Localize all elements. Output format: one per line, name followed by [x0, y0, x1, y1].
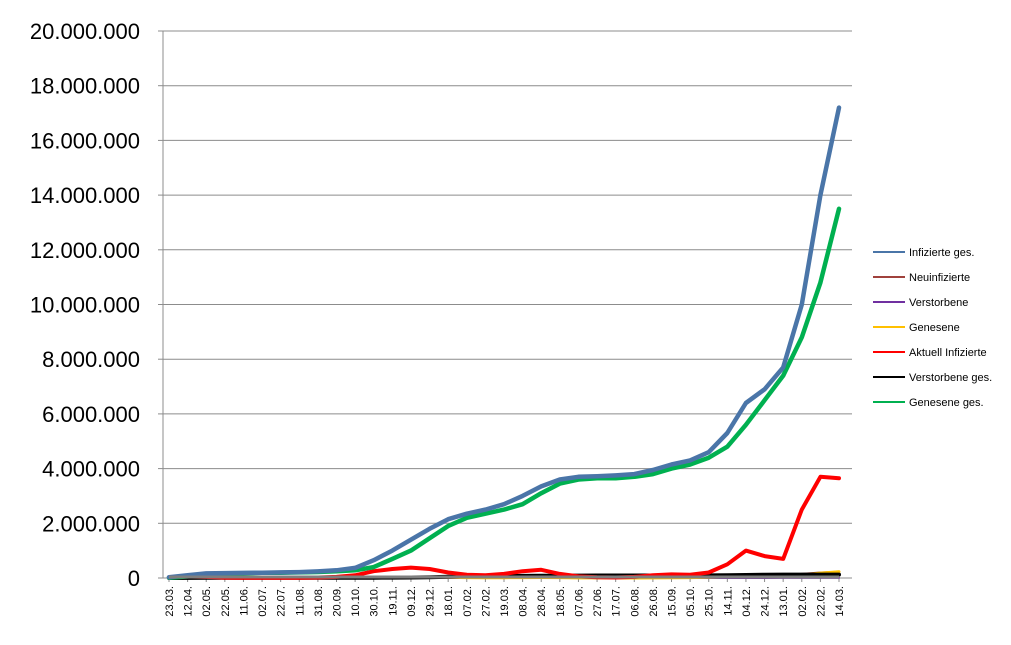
y-tick-label: 4.000.000	[42, 457, 140, 482]
series-line	[166, 105, 842, 580]
legend-label: Infizierte ges.	[909, 247, 974, 259]
x-tick-label: 29.12.	[425, 586, 437, 617]
series	[166, 105, 842, 580]
x-tick-label: 18.01.	[443, 586, 455, 617]
x-tick-label: 02.05.	[201, 586, 213, 617]
x-tick-label: 20.09.	[332, 586, 344, 617]
x-tick-label: 27.06.	[592, 586, 604, 617]
legend-label: Genesene ges.	[909, 397, 984, 409]
legend-label: Verstorbene ges.	[909, 372, 992, 384]
x-tick-label: 06.08.	[629, 586, 641, 617]
x-tick-label: 09.12.	[406, 586, 418, 617]
x-tick-label: 27.02.	[480, 586, 492, 617]
x-tick-label: 14.11.	[722, 586, 734, 616]
x-tick-label: 28.04.	[536, 586, 548, 617]
x-tick-label: 22.02.	[815, 586, 827, 617]
y-tick-label: 8.000.000	[42, 347, 140, 372]
x-tick-label: 12.04.	[183, 586, 195, 617]
y-tick-label: 16.000.000	[30, 128, 140, 153]
x-tick-label: 02.02.	[797, 586, 809, 617]
x-tick-label: 23.03.	[164, 586, 176, 617]
x-tick-label: 07.02.	[462, 586, 474, 617]
x-tick-label: 18.05.	[555, 586, 567, 617]
legend-label: Neuinfizierte	[909, 272, 970, 284]
y-tick-label: 14.000.000	[30, 183, 140, 208]
y-tick-label: 2.000.000	[42, 511, 140, 536]
y-tick-label: 0	[128, 566, 140, 591]
x-tick-label: 04.12.	[741, 586, 753, 617]
x-tick-label: 11.08.	[294, 586, 306, 616]
x-tick-label: 13.01.	[778, 586, 790, 617]
y-tick-label: 6.000.000	[42, 402, 140, 427]
legend-label: Verstorbene	[909, 297, 968, 309]
x-tick-label: 19.11.	[387, 586, 399, 616]
axes: 0 2.000.000 4.000.000 6.000.000 8.000.000 10.…	[30, 19, 852, 617]
x-tick-label: 31.08.	[313, 586, 325, 617]
x-tick-label: 22.05.	[220, 586, 232, 617]
x-tick-label: 24.12.	[760, 586, 772, 617]
x-tick-label: 22.07.	[276, 586, 288, 617]
y-tick-label: 12.000.000	[30, 238, 140, 263]
legend: Infizierte ges. Neuinfizierte Verstorbene G…	[873, 247, 992, 409]
grid	[158, 30, 852, 579]
legend-label: Aktuell Infizierte	[909, 347, 987, 359]
y-tick-label: 20.000.000	[30, 19, 140, 44]
y-tick-label: 10.000.000	[30, 293, 140, 318]
x-tick-label: 19.03.	[499, 586, 511, 617]
x-tick-label: 08.04.	[518, 586, 530, 617]
x-tick-label: 14.03.	[834, 586, 846, 617]
x-tick-label: 17.07.	[611, 586, 623, 617]
x-tick-label: 02.07.	[257, 586, 269, 617]
x-tick-label: 25.10.	[704, 586, 716, 617]
legend-label: Genesene	[909, 322, 960, 334]
x-tick-label: 11.06.	[238, 586, 250, 616]
x-tick-label: 10.10.	[350, 586, 362, 617]
x-tick-label: 26.08.	[648, 586, 660, 617]
x-tick-label: 30.10.	[369, 586, 381, 617]
x-tick-label: 05.10.	[685, 586, 697, 617]
x-tick-label: 15.09.	[667, 586, 679, 617]
y-tick-label: 18.000.000	[30, 74, 140, 99]
x-tick-label: 07.06.	[573, 586, 585, 617]
